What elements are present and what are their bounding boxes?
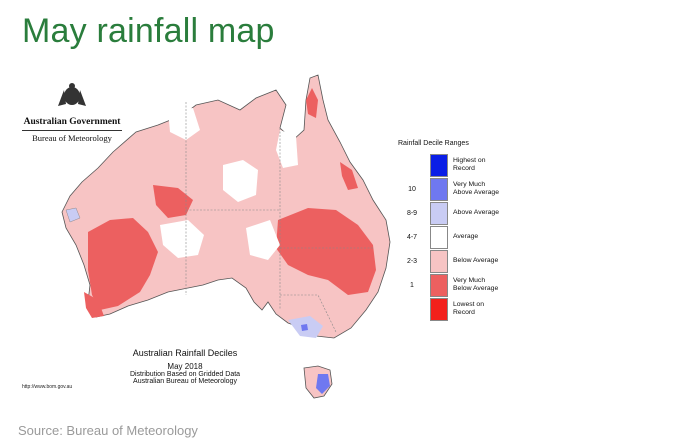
legend-label-line1: Above Average	[453, 209, 499, 216]
inland-average-area	[246, 220, 280, 260]
map-caption-method: Distribution Based on Gridded Data	[129, 371, 241, 378]
legend-swatch	[430, 297, 448, 321]
legend-label-line1: Below Average	[453, 257, 499, 264]
central-average-area	[160, 220, 204, 258]
legend-swatch	[430, 177, 448, 201]
map-caption: Australian Rainfall Deciles May 2018 Dis…	[110, 348, 260, 385]
legend-swatch	[430, 153, 448, 177]
map-caption-title: Australian Rainfall Deciles	[132, 348, 238, 358]
logo-agency-text: Bureau of Meteorology	[22, 130, 122, 143]
map-caption-agency: Australian Bureau of Meteorology	[133, 378, 237, 385]
nt-average-area	[223, 160, 258, 202]
qld-average-area	[276, 130, 298, 168]
tasmania-above-average	[316, 374, 330, 394]
legend-row: 2-3 Below Average	[398, 249, 538, 273]
ne-red-patch	[306, 88, 318, 118]
legend-swatch	[430, 225, 448, 249]
map-caption-date: May 2018	[167, 362, 203, 371]
legend-label-line2: Record	[453, 165, 475, 172]
legend-label-line1: Very Much	[453, 181, 486, 188]
legend-label: Very Much Above Average	[453, 181, 518, 197]
legend-label-line2: Record	[453, 309, 475, 316]
legend-label: Very Much Below Average	[453, 277, 518, 293]
legend-label: Below Average	[453, 257, 518, 265]
legend-row: Lowest on Record	[398, 297, 538, 321]
legend-decile: 4-7	[406, 233, 418, 241]
state-borders	[185, 102, 373, 333]
legend-label: Highest on Record	[453, 157, 518, 173]
legend-row: 1 Very Much Below Average	[398, 273, 538, 297]
north-average-area	[168, 108, 200, 140]
wa-sw-corner	[84, 292, 104, 318]
central-red-patch	[153, 185, 193, 218]
legend-label-line1: Very Much	[453, 277, 486, 284]
legend-row: 8-9 Above Average	[398, 201, 538, 225]
australia-rainfall-map	[61, 74, 391, 399]
wa-above-average	[65, 207, 81, 223]
wa-very-much-below	[88, 218, 158, 310]
legend-label: Above Average	[453, 209, 518, 217]
legend-label-line1: Highest on	[453, 157, 486, 164]
legend-label-line1: Lowest on	[453, 301, 484, 308]
rainfall-legend: Rainfall Decile Ranges Highest on Record 1…	[398, 140, 538, 321]
legend-label-line2: Above Average	[453, 189, 499, 196]
legend-row: 10 Very Much Above Average	[398, 177, 538, 201]
legend-label-line1: Average	[453, 233, 479, 240]
coat-of-arms-icon	[58, 83, 86, 106]
legend-swatch	[430, 249, 448, 273]
qld-coast-red	[340, 162, 358, 190]
legend-row: Highest on Record	[398, 153, 538, 177]
slide-title: May rainfall map	[22, 12, 275, 50]
victoria-very-much-above	[301, 324, 308, 331]
legend-decile: 2-3	[406, 257, 418, 265]
east-very-much-below	[276, 208, 376, 295]
legend-decile: 8-9	[406, 209, 418, 217]
logo-government-text: Australian Government	[23, 117, 121, 127]
legend-label-line2: Below Average	[453, 285, 499, 292]
legend-swatch	[430, 201, 448, 225]
government-logo: Australian Government Bureau of Meteorol…	[22, 82, 122, 143]
legend-label: Lowest on Record	[453, 301, 518, 317]
legend-decile: 1	[410, 281, 414, 289]
legend-row: 4-7 Average	[398, 225, 538, 249]
legend-label: Average	[453, 233, 518, 241]
source-note: Source: Bureau of Meteorology	[18, 423, 198, 438]
bom-url-link[interactable]: http://www.bom.gov.au	[22, 384, 73, 390]
legend-title: Rainfall Decile Ranges	[398, 140, 469, 147]
legend-decile: 10	[408, 185, 416, 193]
legend-swatch	[430, 273, 448, 297]
